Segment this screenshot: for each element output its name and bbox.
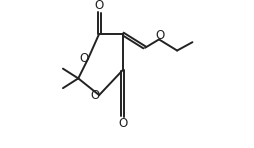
Text: O: O — [118, 117, 128, 130]
Text: O: O — [155, 29, 164, 42]
Text: O: O — [94, 0, 104, 12]
Text: O: O — [90, 89, 100, 102]
Text: O: O — [79, 52, 88, 65]
